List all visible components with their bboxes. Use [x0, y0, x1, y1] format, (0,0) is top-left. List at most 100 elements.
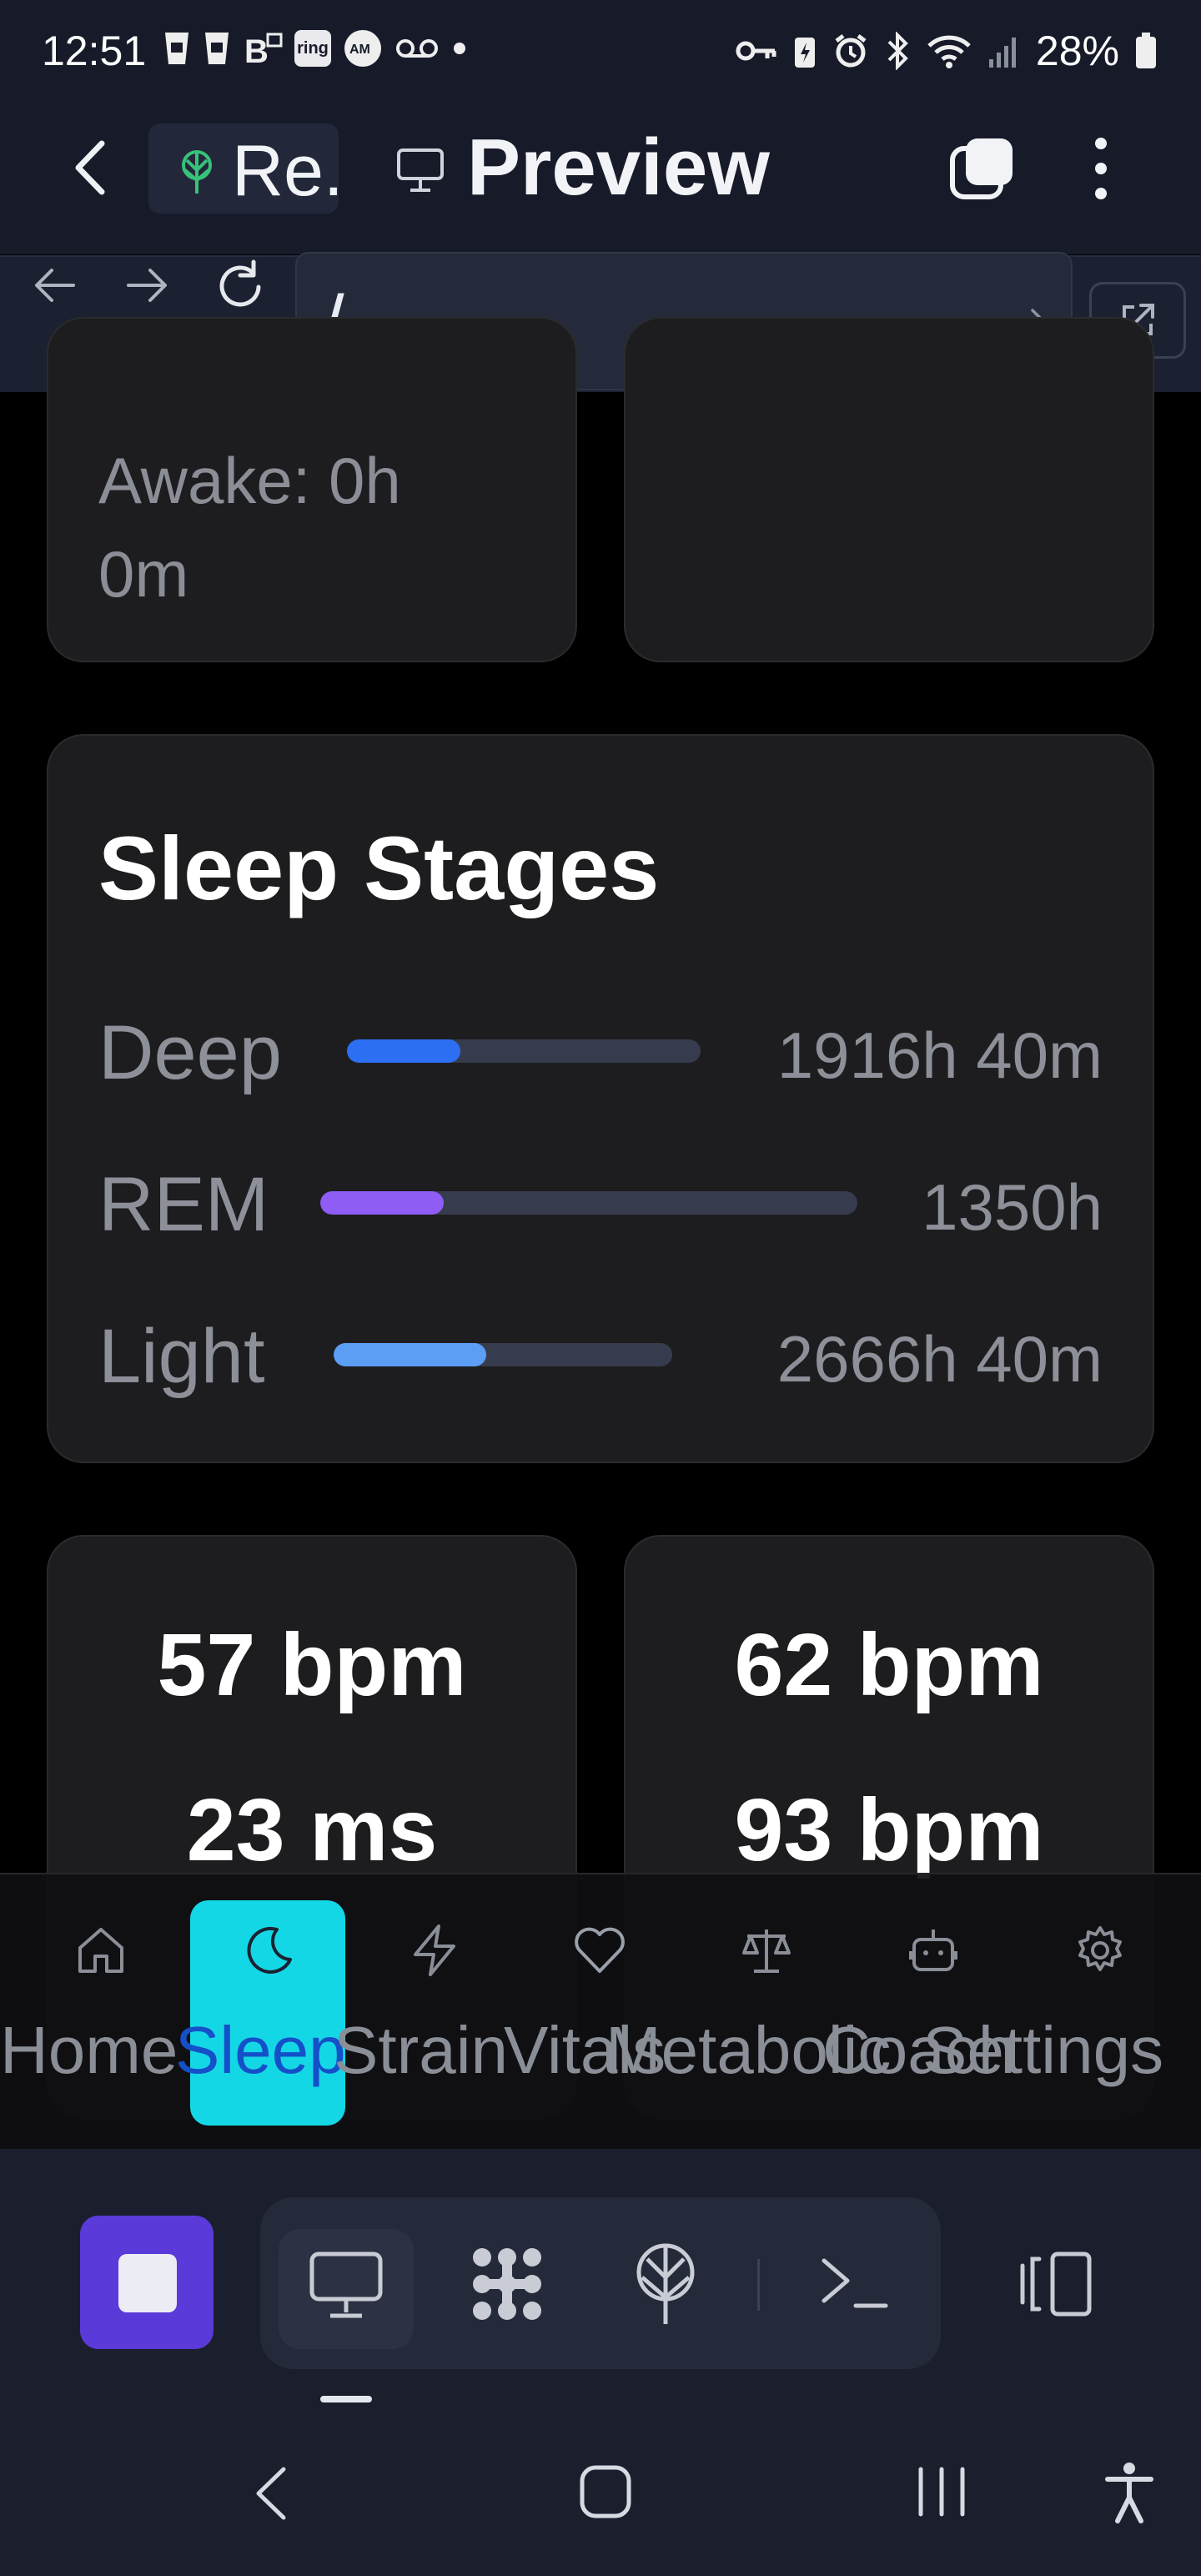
max-heart-rate: 93 bpm	[734, 1781, 1044, 1879]
stage-row-rem: REM 1350h	[98, 1153, 1103, 1253]
b-icon: B	[244, 33, 283, 68]
sleep-summary-card	[47, 317, 577, 662]
more-vertical-icon	[1095, 138, 1107, 199]
dock-divider	[757, 2259, 760, 2311]
nav-active-highlight	[190, 1900, 345, 2126]
preview-view-button[interactable]	[307, 2249, 385, 2321]
stage-value: 1916h 40m	[776, 1019, 1103, 1092]
robot-icon[interactable]	[906, 1923, 961, 1978]
chevron-left-icon	[256, 2467, 286, 2520]
monitor-icon	[395, 147, 445, 194]
stage-label: REM	[98, 1162, 269, 1247]
moon-icon[interactable]	[240, 1923, 295, 1978]
reload-icon	[219, 259, 261, 307]
terminal-view-button[interactable]	[819, 2254, 889, 2312]
page-title: Preview	[467, 123, 770, 212]
stage-progress-fill	[334, 1343, 486, 1366]
avg-heart-rate: 62 bpm	[734, 1616, 1044, 1714]
stage-label: Light	[98, 1314, 265, 1399]
stage-progress-bar	[334, 1343, 672, 1366]
stage-progress-fill	[320, 1191, 445, 1215]
nav-metabolic[interactable]: Metabolic	[606, 2013, 892, 2087]
stage-label: Deep	[98, 1010, 282, 1095]
heart-icon[interactable]	[572, 1923, 627, 1978]
accessibility-icon	[1105, 2463, 1153, 2523]
tabs-button[interactable]	[947, 133, 1018, 204]
sleep-summary-card-right	[624, 317, 1154, 662]
stage-value: 1350h	[922, 1170, 1103, 1244]
bottom-nav	[0, 1873, 1201, 2150]
more-options-button[interactable]	[1086, 135, 1116, 202]
cup-icon	[205, 33, 229, 64]
stage-progress-bar	[347, 1039, 701, 1063]
signal-icon	[988, 38, 1016, 68]
system-back-button[interactable]	[250, 2464, 292, 2523]
battery-saver-icon	[794, 38, 815, 68]
battery-level: 28%	[1035, 28, 1119, 74]
alarm-icon	[835, 34, 867, 68]
split-screen-icon	[1020, 2251, 1092, 2317]
wifi-icon	[927, 35, 971, 68]
key-icon	[736, 41, 776, 61]
system-home-button[interactable]	[579, 2464, 632, 2519]
hrv-value: 23 ms	[186, 1781, 438, 1879]
sleep-stages-title: Sleep Stages	[98, 818, 660, 918]
gear-icon[interactable]	[1073, 1923, 1128, 1978]
tree-icon	[177, 148, 217, 195]
stage-progress-bar	[320, 1191, 857, 1215]
stage-value: 2666h 40m	[776, 1322, 1103, 1396]
apps-view-button[interactable]	[465, 2244, 549, 2324]
tree-icon	[636, 2243, 695, 2324]
stage-progress-fill	[347, 1039, 460, 1063]
amex-icon: AM	[344, 30, 381, 67]
battery-icon	[1136, 33, 1156, 68]
arrow-left-icon	[35, 269, 75, 302]
split-view-button[interactable]	[1016, 2249, 1094, 2319]
stage-row-deep: Deep 1916h 40m	[98, 1001, 1103, 1101]
monitor-icon	[309, 2251, 383, 2318]
nodes-icon	[473, 2248, 541, 2320]
dot-icon	[454, 43, 465, 54]
tabs-icon	[950, 138, 1013, 199]
dock-selected-highlight	[279, 2229, 414, 2349]
nav-strain[interactable]: Strain	[334, 2013, 508, 2087]
nav-coach[interactable]: Coach	[822, 2013, 1016, 2087]
back-button[interactable]	[70, 138, 112, 197]
stop-icon	[118, 2254, 177, 2312]
cup-icon	[165, 33, 188, 64]
home-icon[interactable]	[73, 1923, 128, 1978]
nav-vitals[interactable]: Vitals	[504, 2013, 666, 2087]
awake-line-2: 0m	[98, 537, 189, 611]
arrow-right-icon	[127, 269, 167, 302]
scale-icon[interactable]	[739, 1923, 794, 1978]
bolt-icon[interactable]	[407, 1923, 462, 1978]
terminal-icon	[822, 2258, 888, 2308]
ring-icon: ring	[294, 30, 331, 67]
system-recents-button[interactable]	[914, 2464, 969, 2519]
nav-home[interactable]: Home	[0, 2013, 178, 2087]
status-time: 12:51	[42, 28, 147, 74]
awake-line-1: Awake: 0h	[98, 444, 401, 517]
deploy-view-button[interactable]	[631, 2241, 701, 2327]
active-indicator	[320, 2396, 372, 2402]
project-tab-label: Re.	[232, 131, 344, 211]
project-tab[interactable]	[148, 123, 339, 214]
chevron-left-icon	[75, 140, 105, 195]
accessibility-button[interactable]	[1103, 2461, 1156, 2524]
system-nav-bar	[0, 2424, 1201, 2576]
svg-text:B: B	[244, 33, 269, 68]
nav-sleep[interactable]: Sleep	[175, 2013, 346, 2087]
voicemail-icon	[396, 39, 438, 58]
stage-row-light: Light 2666h 40m	[98, 1305, 1103, 1405]
nav-back-button[interactable]	[32, 265, 77, 305]
bluetooth-icon	[887, 32, 908, 70]
resting-heart-rate: 57 bpm	[157, 1616, 467, 1714]
nav-settings[interactable]: Settings	[922, 2013, 1164, 2087]
sleep-stages-card	[47, 734, 1154, 1463]
awake-duration: Awake: 0h 0m	[98, 434, 401, 621]
svg-text:AM: AM	[349, 43, 370, 57]
reload-button[interactable]	[214, 259, 269, 314]
recents-icon	[918, 2467, 965, 2517]
nav-forward-button[interactable]	[125, 265, 170, 305]
home-square-icon	[580, 2465, 631, 2518]
